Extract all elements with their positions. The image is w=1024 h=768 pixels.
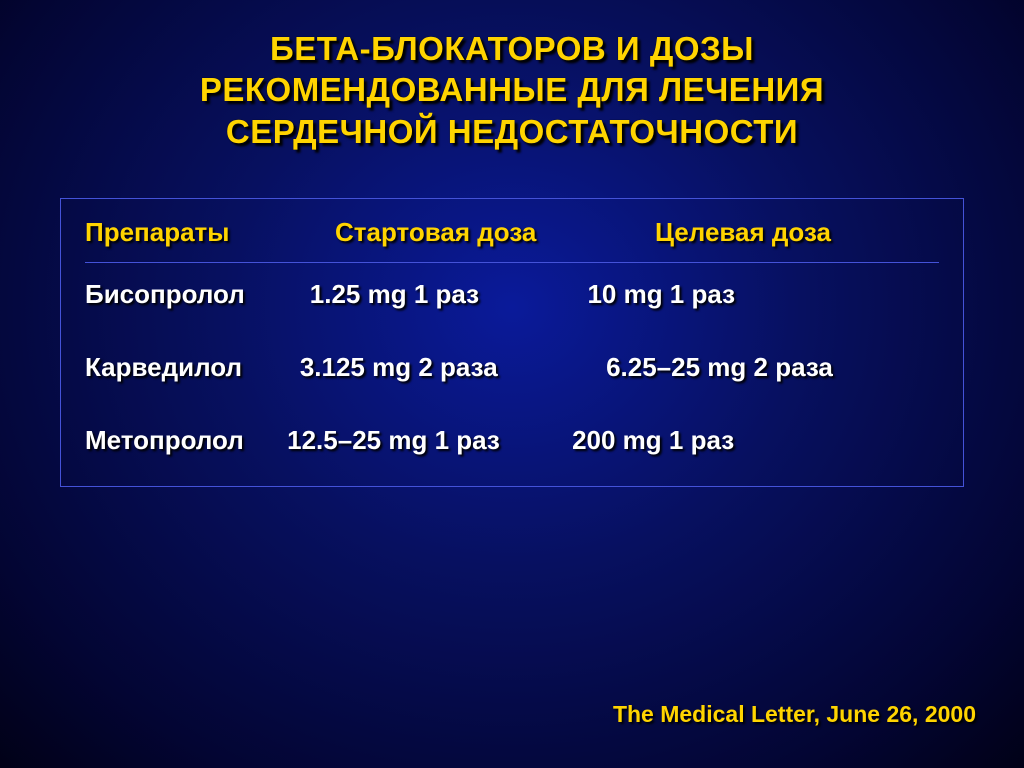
table-body: Бисопролол 1.25 mg 1 раз 10 mg 1 раз Кар… <box>85 263 939 458</box>
title-line-1: БЕТА-БЛОКАТОРОВ И ДОЗЫ <box>270 30 754 67</box>
table-row: Метопролол 12.5–25 mg 1 раз 200 mg 1 раз <box>85 423 939 458</box>
table-row: Бисопролол 1.25 mg 1 раз 10 mg 1 раз <box>85 277 939 312</box>
col-header-start: Стартовая доза <box>335 217 655 248</box>
title-line-3: СЕРДЕЧНОЙ НЕДОСТАТОЧНОСТИ <box>226 113 798 150</box>
slide-title: БЕТА-БЛОКАТОРОВ И ДОЗЫ РЕКОМЕНДОВАННЫЕ Д… <box>48 28 976 152</box>
slide: БЕТА-БЛОКАТОРОВ И ДОЗЫ РЕКОМЕНДОВАННЫЕ Д… <box>0 0 1024 768</box>
col-header-target: Целевая доза <box>655 217 939 248</box>
table-header-row: Препараты Стартовая доза Целевая доза <box>85 217 939 263</box>
table-row: Карведилол 3.125 mg 2 раза 6.25–25 mg 2 … <box>85 350 939 385</box>
dosage-table: Препараты Стартовая доза Целевая доза Би… <box>60 198 964 487</box>
source-citation: The Medical Letter, June 26, 2000 <box>613 701 976 728</box>
col-header-drug: Препараты <box>85 217 335 248</box>
title-line-2: РЕКОМЕНДОВАННЫЕ ДЛЯ ЛЕЧЕНИЯ <box>200 71 824 108</box>
